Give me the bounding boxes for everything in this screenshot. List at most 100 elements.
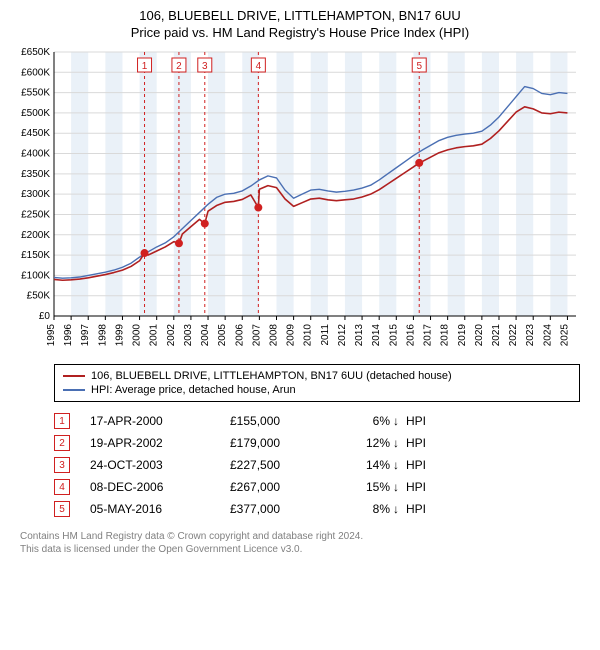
legend-row-hpi: HPI: Average price, detached house, Arun — [63, 383, 571, 397]
sale-delta: 12% — [330, 436, 390, 450]
svg-text:£250K: £250K — [21, 209, 50, 220]
svg-text:2025: 2025 — [559, 324, 570, 347]
svg-text:£150K: £150K — [21, 250, 50, 261]
svg-text:£0: £0 — [39, 311, 51, 322]
chart-container: 106, BLUEBELL DRIVE, LITTLEHAMPTON, BN17… — [0, 0, 600, 562]
footer: Contains HM Land Registry data © Crown c… — [20, 530, 580, 556]
sale-date: 17-APR-2000 — [90, 414, 230, 428]
sale-marker-box: 3 — [54, 457, 70, 473]
svg-text:1998: 1998 — [97, 324, 108, 347]
svg-text:3: 3 — [202, 61, 208, 72]
svg-text:2018: 2018 — [440, 324, 451, 347]
sale-marker-box: 1 — [54, 413, 70, 429]
svg-text:1: 1 — [142, 61, 148, 72]
legend-swatch-hpi — [63, 389, 85, 391]
legend: 106, BLUEBELL DRIVE, LITTLEHAMPTON, BN17… — [54, 364, 580, 402]
sale-date: 19-APR-2002 — [90, 436, 230, 450]
sale-arrow: ↓ — [390, 502, 402, 516]
svg-text:2014: 2014 — [371, 324, 382, 347]
sale-date: 05-MAY-2016 — [90, 502, 230, 516]
footer-line2: This data is licensed under the Open Gov… — [20, 543, 580, 556]
sale-delta: 6% — [330, 414, 390, 428]
svg-text:1996: 1996 — [63, 324, 74, 347]
svg-text:1999: 1999 — [114, 324, 125, 347]
sale-price: £227,500 — [230, 458, 330, 472]
svg-text:2011: 2011 — [320, 324, 331, 346]
legend-row-property: 106, BLUEBELL DRIVE, LITTLEHAMPTON, BN17… — [63, 369, 571, 383]
sale-marker-box: 4 — [54, 479, 70, 495]
svg-text:2004: 2004 — [200, 324, 211, 347]
svg-text:£650K: £650K — [21, 47, 50, 58]
sale-delta: 8% — [330, 502, 390, 516]
chart-area: £0£50K£100K£150K£200K£250K£300K£350K£400… — [10, 46, 590, 356]
sale-arrow: ↓ — [390, 414, 402, 428]
svg-text:£500K: £500K — [21, 108, 50, 119]
svg-text:2021: 2021 — [491, 324, 502, 347]
sale-price: £155,000 — [230, 414, 330, 428]
svg-text:2009: 2009 — [286, 324, 297, 347]
sale-hpi-label: HPI — [402, 458, 446, 472]
svg-text:2015: 2015 — [388, 324, 399, 347]
sale-price: £377,000 — [230, 502, 330, 516]
legend-swatch-property — [63, 375, 85, 377]
sales-table: 117-APR-2000£155,0006%↓HPI219-APR-2002£1… — [54, 410, 580, 520]
sale-marker-box: 5 — [54, 501, 70, 517]
sale-delta: 14% — [330, 458, 390, 472]
svg-text:2010: 2010 — [303, 324, 314, 347]
sales-row: 2 19-APR-2002£179,00012%↓HPI — [54, 432, 580, 454]
svg-text:2013: 2013 — [354, 324, 365, 347]
svg-text:5: 5 — [416, 61, 422, 72]
sale-marker-box: 2 — [54, 435, 70, 451]
svg-text:2017: 2017 — [423, 324, 434, 347]
svg-text:2019: 2019 — [457, 324, 468, 347]
sales-row: 5 05-MAY-2016£377,0008%↓HPI — [54, 498, 580, 520]
sale-hpi-label: HPI — [402, 414, 446, 428]
sales-row: 1 17-APR-2000£155,0006%↓HPI — [54, 410, 580, 432]
svg-text:£450K: £450K — [21, 128, 50, 139]
svg-text:£50K: £50K — [27, 291, 51, 302]
svg-text:2008: 2008 — [268, 324, 279, 347]
title-line2: Price paid vs. HM Land Registry's House … — [10, 25, 590, 40]
title-line1: 106, BLUEBELL DRIVE, LITTLEHAMPTON, BN17… — [10, 8, 590, 23]
svg-text:1995: 1995 — [46, 324, 57, 347]
footer-line1: Contains HM Land Registry data © Crown c… — [20, 530, 580, 543]
sale-hpi-label: HPI — [402, 502, 446, 516]
chart-svg: £0£50K£100K£150K£200K£250K£300K£350K£400… — [10, 46, 590, 356]
title-block: 106, BLUEBELL DRIVE, LITTLEHAMPTON, BN17… — [10, 8, 590, 40]
sale-delta: 15% — [330, 480, 390, 494]
svg-text:£350K: £350K — [21, 169, 50, 180]
legend-label-property: 106, BLUEBELL DRIVE, LITTLEHAMPTON, BN17… — [91, 370, 452, 382]
sale-date: 08-DEC-2006 — [90, 480, 230, 494]
sale-arrow: ↓ — [390, 458, 402, 472]
legend-label-hpi: HPI: Average price, detached house, Arun — [91, 384, 296, 396]
sale-date: 24-OCT-2003 — [90, 458, 230, 472]
svg-text:£100K: £100K — [21, 270, 50, 281]
sale-price: £267,000 — [230, 480, 330, 494]
svg-text:2001: 2001 — [149, 324, 160, 347]
svg-text:£550K: £550K — [21, 88, 50, 99]
svg-text:2: 2 — [176, 61, 182, 72]
sales-row: 4 08-DEC-2006£267,00015%↓HPI — [54, 476, 580, 498]
svg-text:2023: 2023 — [525, 324, 536, 347]
svg-text:2005: 2005 — [217, 324, 228, 347]
svg-text:2007: 2007 — [251, 324, 262, 347]
sale-price: £179,000 — [230, 436, 330, 450]
sale-hpi-label: HPI — [402, 480, 446, 494]
svg-text:2016: 2016 — [405, 324, 416, 347]
svg-text:2012: 2012 — [337, 324, 348, 347]
svg-text:£400K: £400K — [21, 149, 50, 160]
svg-text:2003: 2003 — [183, 324, 194, 347]
svg-text:2024: 2024 — [542, 324, 553, 347]
sale-arrow: ↓ — [390, 436, 402, 450]
svg-text:£600K: £600K — [21, 67, 50, 78]
sales-row: 3 24-OCT-2003£227,50014%↓HPI — [54, 454, 580, 476]
sale-arrow: ↓ — [390, 480, 402, 494]
svg-text:2020: 2020 — [474, 324, 485, 347]
svg-text:2006: 2006 — [234, 324, 245, 347]
svg-text:2000: 2000 — [132, 324, 143, 347]
sale-hpi-label: HPI — [402, 436, 446, 450]
svg-text:£200K: £200K — [21, 230, 50, 241]
svg-text:1997: 1997 — [80, 324, 91, 347]
svg-text:2022: 2022 — [508, 324, 519, 347]
svg-text:4: 4 — [256, 61, 262, 72]
